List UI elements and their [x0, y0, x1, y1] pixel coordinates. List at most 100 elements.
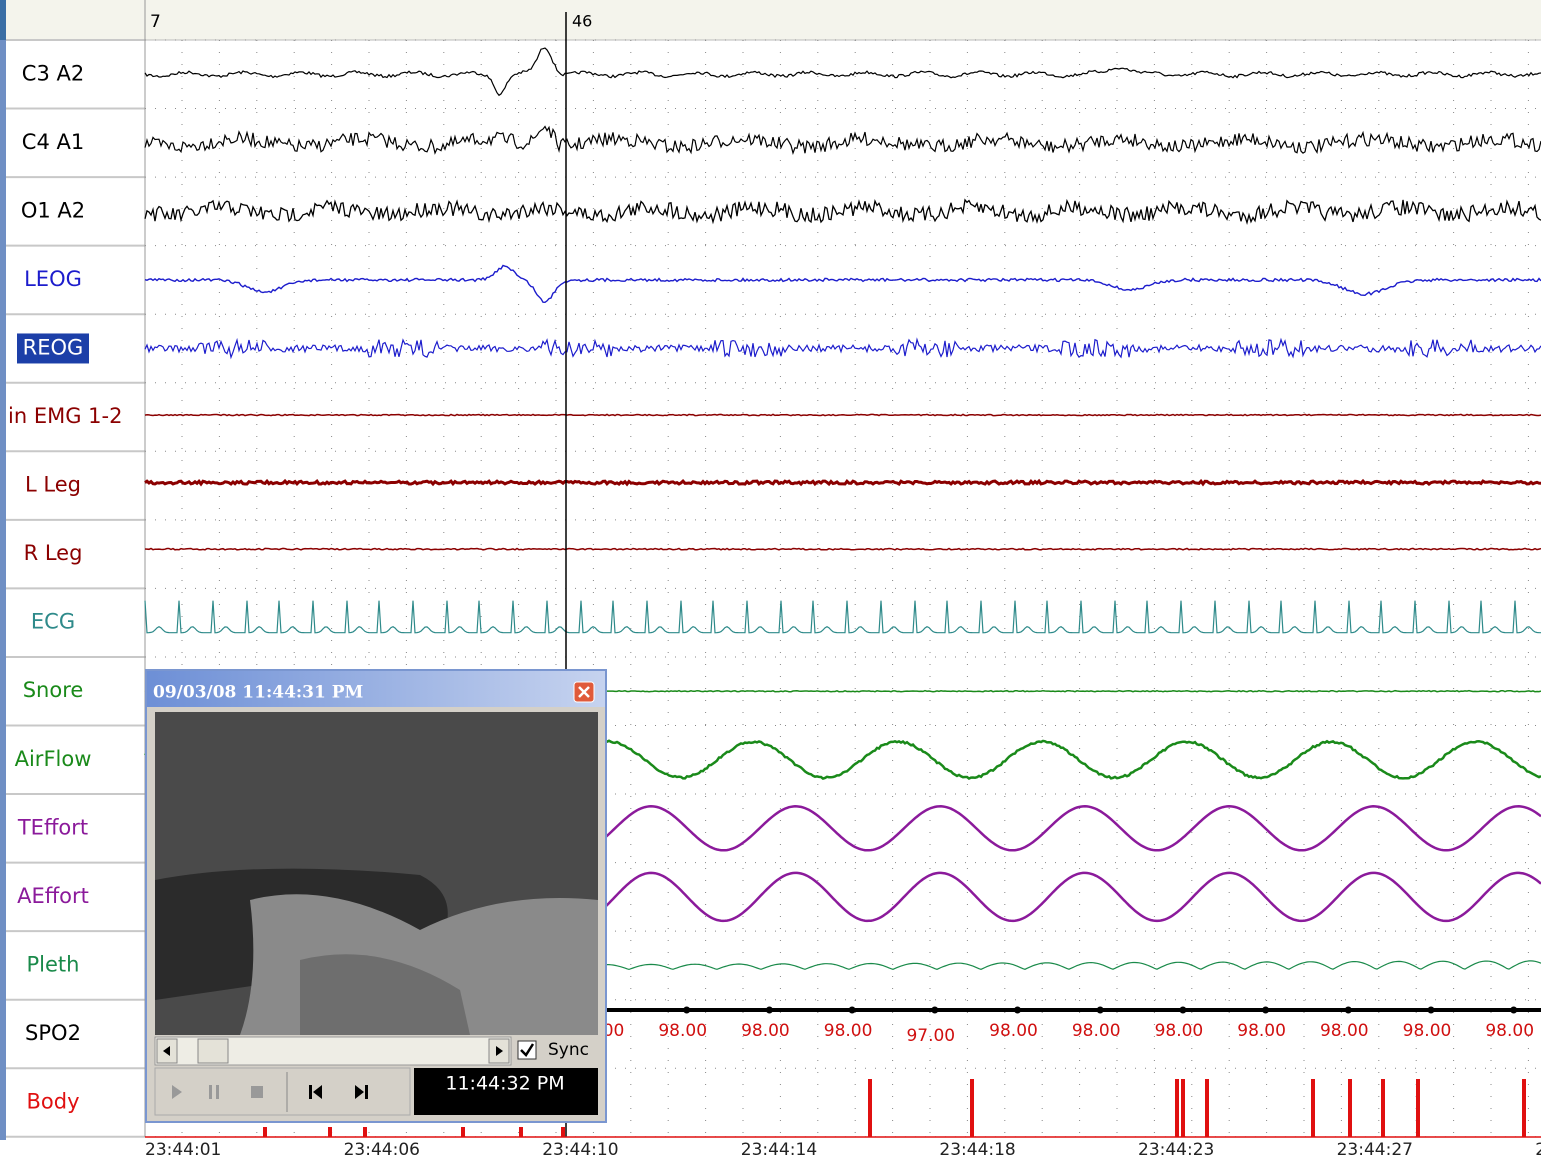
spo2-dot	[931, 1006, 939, 1014]
spo2-dot	[1510, 1006, 1518, 1014]
channel-label: Body	[26, 1090, 79, 1114]
time-label: 23:44:14	[741, 1140, 817, 1159]
time-label: 23:44:18	[939, 1140, 1015, 1159]
waveform	[144, 47, 1541, 97]
body-spike	[561, 1127, 565, 1137]
video-time: 11:44:32 PM	[445, 1073, 564, 1095]
spo2-dot	[1427, 1006, 1435, 1014]
body-spike	[519, 1127, 523, 1137]
waveform	[144, 264, 1541, 304]
spo2-dot	[1014, 1006, 1021, 1014]
channel-label: Snore	[23, 678, 84, 702]
channel-label: ECG	[31, 610, 75, 634]
waveform	[144, 337, 1541, 360]
body-spike	[263, 1127, 267, 1137]
body-spike	[1205, 1079, 1209, 1137]
channel-label: Pleth	[27, 952, 80, 976]
window-title: 09/03/08 11:44:31 PM	[153, 683, 364, 703]
arrow	[163, 1046, 170, 1056]
body-spike	[1181, 1079, 1185, 1137]
body-spike	[970, 1079, 974, 1137]
time-display	[414, 1068, 598, 1115]
cursor-label: 46	[572, 12, 592, 31]
spo2-value: 98.00	[1485, 1021, 1534, 1041]
spo2-value: 98.00	[1403, 1021, 1452, 1041]
spo2-dot	[848, 1006, 856, 1014]
channel-label: C4 A1	[22, 130, 84, 154]
top-bar	[0, 0, 1541, 40]
channel-label: in EMG 1-2	[8, 404, 122, 428]
spo2-value: 98.00	[658, 1021, 707, 1041]
waveform	[144, 413, 1541, 417]
title-bar	[147, 671, 605, 707]
body-spike	[1348, 1079, 1352, 1137]
close-icon	[578, 686, 590, 698]
play-button[interactable]	[172, 1085, 182, 1099]
waveform	[144, 478, 1541, 487]
body-spike	[1175, 1079, 1179, 1137]
prev-button[interactable]	[309, 1085, 322, 1099]
body-spike	[1381, 1079, 1385, 1137]
time-label: 23:44:27	[1337, 1140, 1413, 1159]
channel-label: AEffort	[17, 884, 89, 908]
channel-labels: C3 A2 C4 A1 O1 A2 LEOG REOG in EMG 1-2 L Leg R …	[6, 0, 146, 1138]
body-spike	[868, 1079, 872, 1137]
channel-label: L Leg	[25, 473, 81, 497]
spo2-dot	[1262, 1006, 1270, 1014]
spo2-value: 98.00	[1320, 1021, 1369, 1041]
label-highlight	[17, 333, 89, 364]
spo2-dot	[1179, 1006, 1187, 1014]
video-shadow	[300, 954, 470, 1035]
next-button[interactable]	[355, 1085, 368, 1099]
channel-label: AirFlow	[15, 747, 92, 771]
left-strip	[0, 40, 6, 1140]
spo2-value: 98.00	[1072, 1021, 1121, 1041]
checkmark	[520, 1043, 535, 1057]
body-spike	[461, 1127, 465, 1137]
body-spike	[1416, 1079, 1420, 1137]
sync-checkbox[interactable]	[517, 1040, 537, 1060]
channel-label: LEOG	[24, 267, 82, 291]
channel-label: O1 A2	[21, 198, 85, 222]
waveform	[144, 198, 1541, 226]
time-label: 23:44:10	[542, 1140, 618, 1159]
time-label: 23:44:23	[1138, 1140, 1214, 1159]
spo2-dot	[683, 1006, 691, 1014]
waveform	[144, 125, 1541, 155]
waveform	[144, 547, 1541, 551]
seek-thumb[interactable]	[197, 1038, 229, 1064]
time-label: 23:44:06	[344, 1140, 420, 1159]
channel-label: SPO2	[25, 1021, 81, 1045]
spo2-value: 98.00	[1237, 1021, 1286, 1041]
channel-label: TEffort	[17, 815, 88, 839]
spo2-value: 98.00	[741, 1021, 790, 1041]
top-left-marker	[0, 0, 6, 40]
channel-label: R Leg	[24, 541, 83, 565]
arrow	[496, 1046, 503, 1056]
video-window: 09/03/08 11:44:31 PM Sync 11:44:32 PM	[145, 669, 607, 1123]
spo2-labels: 98.00 98.00 98.00 98.00 97.00 98.00 98.00 98.00…	[576, 1021, 1534, 1046]
body-spike	[1522, 1079, 1526, 1137]
body-spike	[328, 1127, 332, 1137]
sync-label: Sync	[548, 1040, 589, 1060]
channel-label: C3 A2	[22, 61, 84, 85]
body-spike	[363, 1127, 367, 1137]
spo2-value: 97.00	[906, 1026, 955, 1046]
body-spike	[1311, 1079, 1315, 1137]
spo2-dot	[1096, 1006, 1104, 1014]
spo2-value: 98.00	[824, 1021, 873, 1041]
spo2-value: 98.00	[1155, 1021, 1204, 1041]
time-label: 23:44:01	[145, 1140, 221, 1159]
spo2-dot	[1344, 1006, 1352, 1014]
waveform	[144, 600, 1541, 634]
time-axis: 23:44:01 23:44:06 23:44:10 23:44:14 23:44:18…	[145, 1140, 1541, 1159]
spo2-dot	[765, 1006, 773, 1014]
spo2-value: 98.00	[989, 1021, 1038, 1041]
stop-button[interactable]	[251, 1086, 263, 1098]
pause-button[interactable]	[209, 1085, 219, 1099]
time-label: 2	[1535, 1140, 1541, 1159]
controls	[154, 1067, 411, 1116]
waveforms	[144, 47, 1541, 1137]
